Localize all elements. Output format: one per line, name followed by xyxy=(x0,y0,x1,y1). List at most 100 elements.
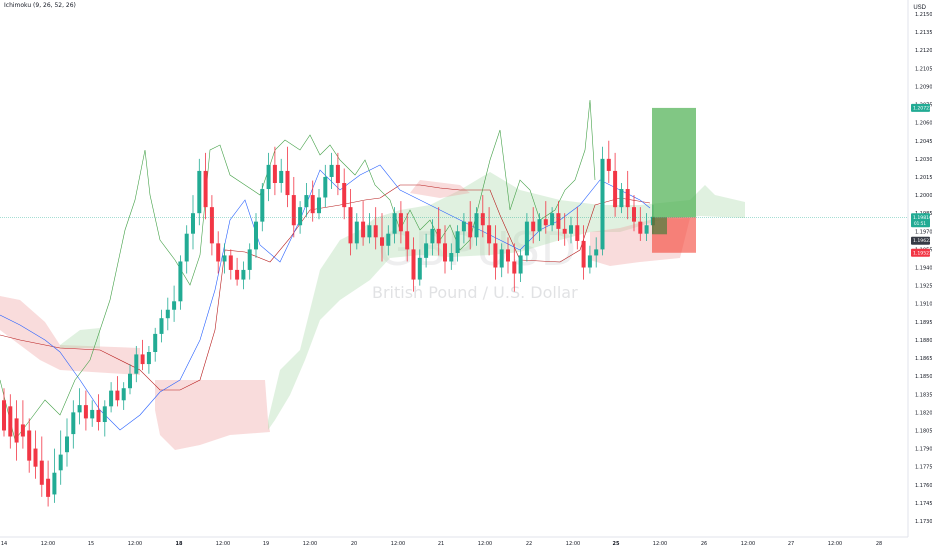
time-tick-label: 22 xyxy=(526,541,532,547)
candle xyxy=(146,345,151,374)
candle xyxy=(386,225,391,256)
candle-body xyxy=(436,228,441,244)
candle-body xyxy=(172,301,177,310)
time-tick-label: 12:00 xyxy=(216,541,230,547)
cloud-bear xyxy=(155,380,270,450)
long-position[interactable] xyxy=(652,107,696,253)
indicator-legend[interactable]: Ichimoku (9, 26, 52, 26) xyxy=(4,2,76,9)
candle xyxy=(39,436,44,497)
cloud-bear xyxy=(0,296,140,375)
candle-body xyxy=(27,430,32,461)
candle-body xyxy=(109,390,114,407)
candle xyxy=(594,237,599,268)
candle xyxy=(518,249,523,282)
candle-body xyxy=(405,231,410,250)
time-tick-label: 12:00 xyxy=(41,541,55,547)
price-tick-label: 1.18200 xyxy=(915,410,932,416)
candle-body xyxy=(550,213,555,226)
candle xyxy=(285,146,290,208)
candle xyxy=(216,231,221,274)
time-tick-label: 12:00 xyxy=(653,541,667,547)
candle xyxy=(128,364,132,395)
time-tick-label: 15 xyxy=(88,541,94,547)
candle-body xyxy=(14,418,19,443)
candle-body xyxy=(279,170,284,183)
candle xyxy=(644,213,649,241)
candle xyxy=(499,243,504,278)
profit-zone[interactable] xyxy=(652,107,696,218)
price-tick-label: 1.20300 xyxy=(915,157,932,163)
candle xyxy=(543,201,548,234)
candle xyxy=(46,460,51,507)
time-tick-label: 14 xyxy=(1,541,7,547)
candle-body xyxy=(317,197,321,214)
candle xyxy=(52,448,57,503)
candle xyxy=(449,243,454,270)
candle xyxy=(71,400,76,449)
price-badge-label: 1.19522 xyxy=(913,250,932,256)
candle xyxy=(247,243,252,280)
candle xyxy=(398,201,403,244)
candle-body xyxy=(380,237,384,246)
price-tick-label: 1.20000 xyxy=(915,193,932,199)
price-tick-label: 1.20150 xyxy=(915,175,932,181)
candle-body xyxy=(531,221,536,232)
time-tick-label: 12:00 xyxy=(741,541,755,547)
candle-body xyxy=(20,424,25,437)
candle xyxy=(33,430,38,479)
candle-body xyxy=(184,233,189,262)
candle xyxy=(487,207,492,256)
candle xyxy=(354,213,359,250)
candle xyxy=(304,183,309,217)
price-tick-label: 1.17750 xyxy=(915,465,932,471)
candle xyxy=(380,213,384,262)
candle-body xyxy=(71,412,76,435)
candle-body xyxy=(146,352,151,365)
candle-body xyxy=(8,406,13,437)
price-badge-label: 1.19622 xyxy=(913,238,932,244)
candle-body xyxy=(58,454,63,471)
chikou-line xyxy=(0,99,596,441)
price-tick-label: 1.19100 xyxy=(915,302,932,308)
candle-body xyxy=(594,249,599,256)
candle-body xyxy=(512,261,517,274)
candle xyxy=(512,243,517,292)
candle xyxy=(556,201,561,241)
price-tick-label: 1.21500 xyxy=(915,12,932,18)
candle-body xyxy=(260,189,265,222)
candle-body xyxy=(392,213,397,234)
candle-body xyxy=(443,243,447,262)
candle-body xyxy=(638,221,643,234)
candle xyxy=(581,225,586,280)
candle xyxy=(430,219,435,256)
candle xyxy=(260,183,265,232)
candle xyxy=(619,183,624,214)
candle-body xyxy=(417,257,422,280)
price-tick-label: 1.20450 xyxy=(915,139,932,145)
candle-body xyxy=(235,269,240,280)
price-badge xyxy=(911,248,930,257)
candle-body xyxy=(241,269,246,280)
candle xyxy=(8,394,13,449)
candle-body xyxy=(600,158,605,250)
candle xyxy=(569,216,573,244)
candle-body xyxy=(361,221,366,238)
candle-body xyxy=(329,164,334,177)
price-tick-label: 1.20600 xyxy=(915,121,932,127)
candle-body xyxy=(159,318,164,334)
price-tick-label: 1.21200 xyxy=(915,48,932,54)
price-tick-label: 1.17450 xyxy=(915,501,932,507)
candle xyxy=(562,213,567,246)
candle-body xyxy=(2,400,6,431)
price-tick-label: 1.20900 xyxy=(915,84,932,90)
candle xyxy=(638,207,643,241)
candle-body xyxy=(524,221,529,256)
time-tick-label: 12:00 xyxy=(828,541,842,547)
candle xyxy=(348,189,353,256)
candle xyxy=(83,390,88,431)
candle-body xyxy=(65,436,69,453)
